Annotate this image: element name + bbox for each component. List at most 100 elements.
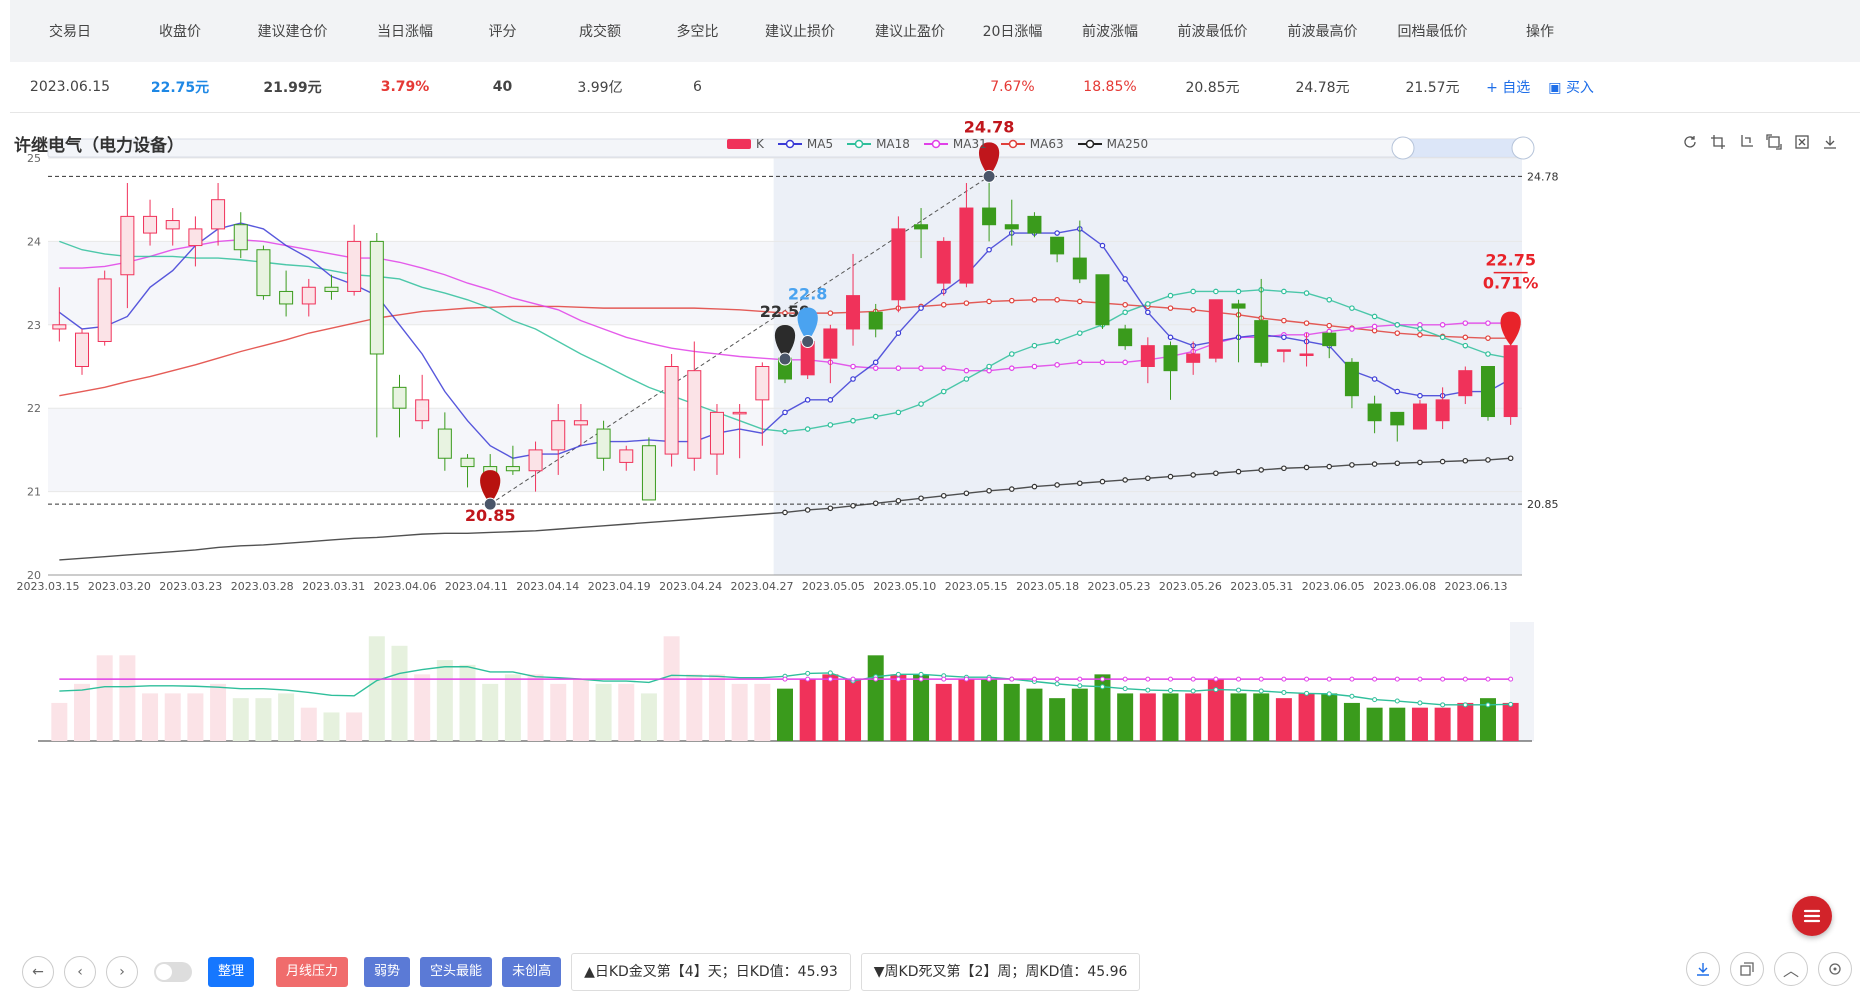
ma31-line-point [940,365,947,371]
tag-weak[interactable]: 弱势 [364,957,411,987]
ma63-line-point [1303,320,1310,326]
fullscreen-icon[interactable] [1794,134,1810,150]
stock-table: 交易日 收盘价 建议建仓价 当日涨幅 评分 成交额 多空比 建议止损价 建议止盈… [10,0,1860,113]
candle-body [664,366,679,455]
volume-bar [1457,702,1474,741]
candle-body [1503,345,1518,418]
legend-item-ma5[interactable]: MA5 [777,137,833,151]
candle-body [1412,403,1427,430]
right-axis-low-label: 20.85 [1527,498,1559,511]
volume-ma-b-point [1281,676,1287,682]
toggle-knob [156,964,172,980]
refresh-icon[interactable] [1682,134,1698,150]
restore-icon[interactable] [1766,134,1782,150]
scroll-up-button[interactable]: ︿ [1774,952,1808,986]
legend-item-ma250[interactable]: MA250 [1077,137,1148,151]
x-tick-label: 2023.06.08 [1373,580,1436,593]
back-button[interactable]: ← [22,956,54,988]
volume-bar [958,679,975,741]
legend-item-ma63[interactable]: MA63 [1000,137,1064,151]
volume-ma-a-point [1372,697,1378,703]
candle [573,404,588,446]
legend-item-ma18[interactable]: MA18 [847,137,910,151]
volume-bar [1185,693,1202,741]
ma31-line-point [1008,365,1015,371]
right-axis-high-label: 24.78 [1527,170,1559,183]
undo-icon[interactable] [1738,134,1754,150]
ma31-line-point [1054,362,1060,368]
ma31-line-point [1462,320,1469,326]
x-tick-label: 2023.04.14 [516,580,579,593]
volume-bar [935,683,952,741]
candle [505,445,520,475]
candle [211,183,226,246]
candle-body [1140,345,1155,367]
volume-bar [255,698,272,741]
volume-ma-b-point [1394,676,1400,682]
ma250-line-point [1031,483,1038,490]
ma250-line-point [1235,468,1242,475]
ma18-line-point [1349,305,1355,311]
y-tick-label: 23 [27,319,41,332]
tag-bearish-energy[interactable]: 空头最能 [420,957,493,987]
volume-ma-b-point [986,676,992,682]
download-icon[interactable] [1822,134,1838,150]
col-header: 收盘价 [159,24,201,40]
volume-ma-a-point [1236,687,1242,693]
next-button[interactable]: › [106,956,138,988]
ma5-line-point [827,397,834,403]
last-price-label: 22.75 [1485,251,1536,270]
volume-bar [527,674,544,741]
settings-button[interactable] [1818,952,1852,986]
candle-body [891,228,906,301]
menu-fab-button[interactable] [1792,896,1832,936]
candle-body [551,420,566,451]
legend-item-ma31[interactable]: MA31 [923,137,987,151]
ma250-line-point [1507,455,1514,462]
crop-icon[interactable] [1710,134,1726,150]
tag-monthly-resistance[interactable]: 月线压力 [276,957,349,987]
volume-ma-a-point [827,670,833,676]
cell-wave-high: 24.78元 [1295,80,1350,96]
x-tick-label: 2023.03.20 [88,580,151,593]
volume-bar [1321,693,1338,741]
x-tick-label: 2023.05.15 [945,580,1008,593]
candle [687,341,702,471]
candle [165,208,180,246]
ma31-line-point [1031,363,1038,370]
ma63-line-point [1008,297,1015,304]
ma18-line-point [872,413,879,420]
tag-consolidation[interactable]: 整理 [208,957,255,987]
download-button[interactable] [1686,952,1720,986]
ma5-line-point [1394,388,1401,395]
ma5-line-point [872,359,879,366]
buy-button[interactable]: ▣ 买入 [1548,77,1594,97]
tag-no-new-high[interactable]: 未创高 [502,957,562,987]
col-header: 前波最低价 [1177,24,1248,40]
candle [1254,278,1269,367]
volume-bar [1230,693,1247,741]
volume-bar [1094,674,1111,741]
volume-ma-a-point [1077,683,1083,689]
volume-bar [187,693,204,741]
ma63-line-point [1394,330,1401,336]
candle-body [709,411,724,455]
toggle-switch[interactable] [154,962,192,982]
add-watchlist-button[interactable]: + 自选 [1486,80,1531,96]
daily-kd-info: ▲日KD金叉第【4】天；日KD值：45.93 [571,953,851,991]
x-tick-label: 2023.03.28 [231,580,294,593]
copy-button[interactable] [1730,952,1764,986]
last-change-label: 0.71% [1483,274,1539,293]
entry-marker-blue [797,307,818,348]
volume-ma-a-point [1281,689,1287,695]
prev-button[interactable]: ‹ [64,956,96,988]
ma250-line-point [782,509,788,516]
volume-bar [981,679,998,741]
volume-ma-b-point [1168,676,1174,682]
volume-bar [1139,693,1156,741]
ma250-line-point [827,505,834,512]
candle [823,324,838,384]
legend-item-k[interactable]: K [727,137,764,151]
volume-ma-b-point [1258,676,1264,682]
